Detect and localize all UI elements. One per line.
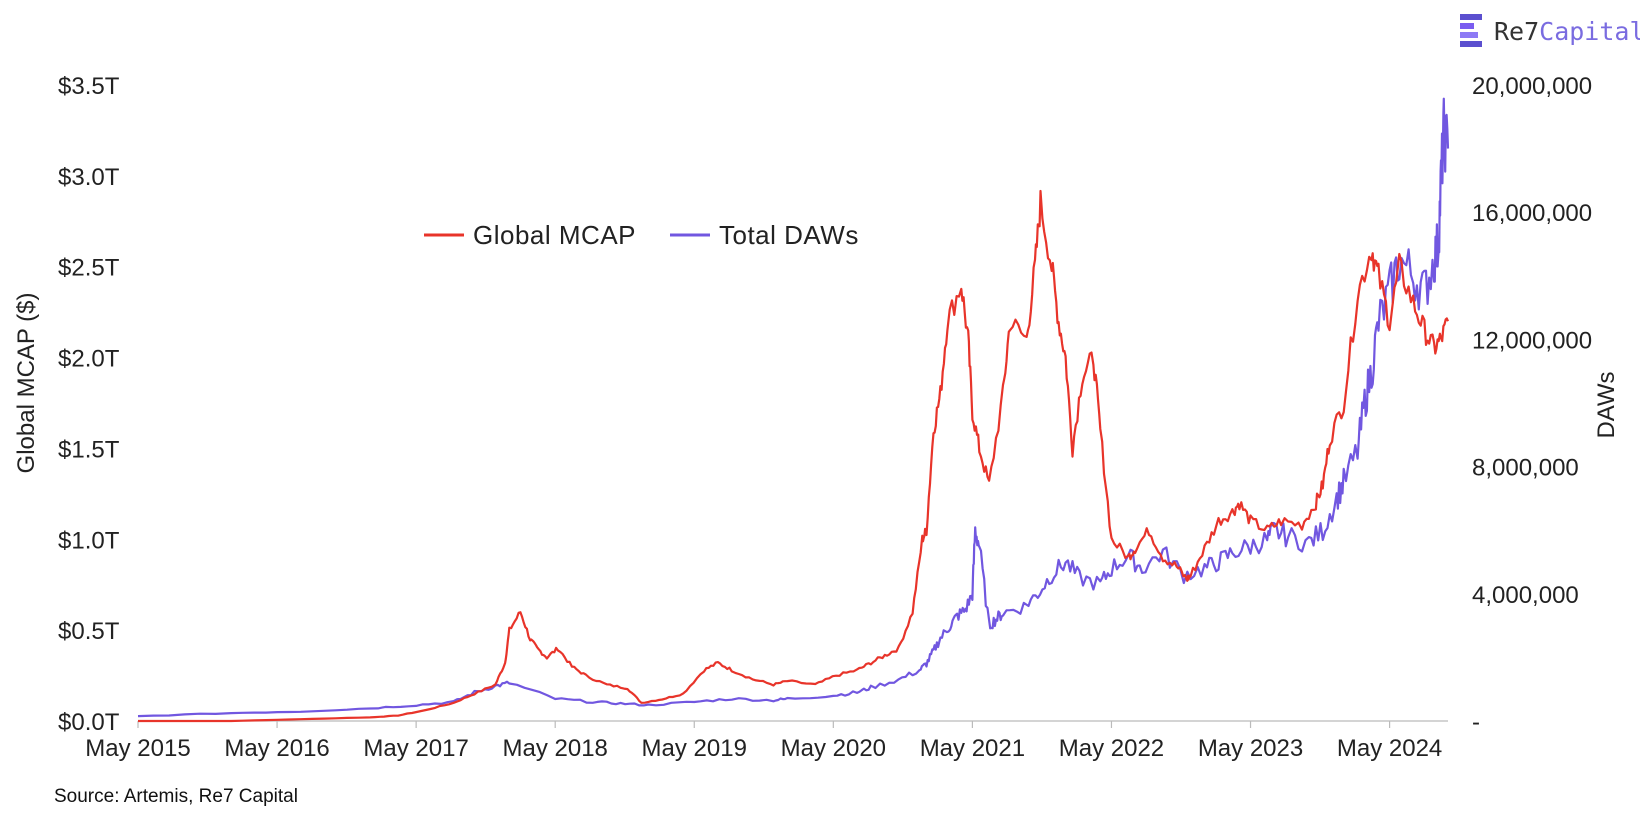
x-tick-label: May 2018	[502, 735, 607, 762]
x-tick-label: May 2015	[85, 735, 190, 762]
y-right-tick-label: 4,000,000	[1472, 582, 1579, 609]
y-left-axis-title: Global MCAP ($)	[13, 293, 40, 474]
x-tick-label: May 2023	[1198, 735, 1303, 762]
x-axis-ticks: May 2015 May 2016 May 2017 May 2018 May 2019…	[85, 721, 1442, 762]
x-tick-label: May 2022	[1059, 735, 1164, 762]
y-left-tick-label: $0.5T	[58, 618, 120, 645]
x-tick-label: May 2017	[363, 735, 468, 762]
x-tick-label: May 2019	[642, 735, 747, 762]
right-axis-ticks: - 4,000,000 8,000,000 12,000,000 16,000,000 2…	[1472, 73, 1592, 736]
y-right-axis-title: DAWs	[1593, 371, 1620, 438]
x-tick-label: May 2021	[920, 735, 1025, 762]
x-tick-label: May 2020	[781, 735, 886, 762]
y-left-tick-label: $3.5T	[58, 73, 120, 100]
y-left-tick-label: $2.5T	[58, 255, 120, 282]
legend: Global MCAP Total DAWs	[424, 220, 859, 250]
series-line-global-mcap	[138, 189, 1450, 723]
series-line-total-daws	[137, 97, 1450, 718]
brand-name-part1: Re7	[1494, 16, 1540, 46]
y-left-tick-label: $1.5T	[58, 436, 120, 463]
x-tick-label: May 2024	[1337, 735, 1442, 762]
y-right-tick-label: 20,000,000	[1472, 73, 1592, 100]
stacked-bars-logo-icon	[1460, 14, 1482, 48]
y-right-tick-label: 12,000,000	[1472, 327, 1592, 354]
y-right-tick-label: 8,000,000	[1472, 455, 1579, 482]
brand-logo: Re7Capital	[1460, 14, 1640, 48]
y-left-tick-label: $1.0T	[58, 527, 120, 554]
brand-name: Re7Capital	[1494, 17, 1640, 46]
y-right-tick-label: -	[1472, 709, 1480, 736]
y-left-tick-label: $2.0T	[58, 346, 120, 373]
brand-name-part2: Capital	[1539, 16, 1640, 46]
y-left-tick-label: $0.0T	[58, 709, 120, 736]
left-axis-ticks: $0.0T $0.5T $1.0T $1.5T $2.0T $2.5T $3.0T $3.5T	[58, 73, 120, 736]
y-right-tick-label: 16,000,000	[1472, 200, 1592, 227]
x-tick-label: May 2016	[224, 735, 329, 762]
source-note: Source: Artemis, Re7 Capital	[54, 786, 298, 807]
legend-label-total-daws: Total DAWs	[719, 220, 859, 250]
legend-label-global-mcap: Global MCAP	[473, 220, 636, 250]
y-left-tick-label: $3.0T	[58, 164, 120, 191]
